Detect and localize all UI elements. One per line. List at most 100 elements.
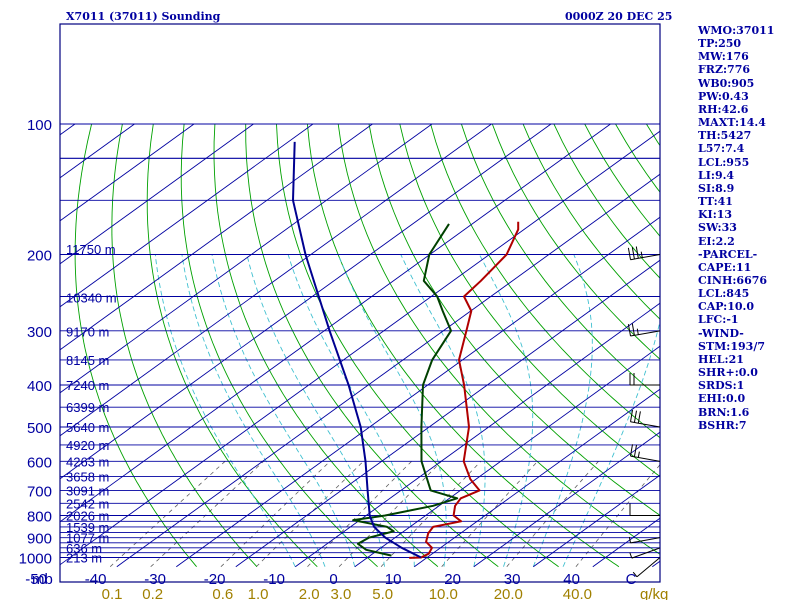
wind-barb [630, 409, 661, 428]
index-line: MW:176 [698, 50, 749, 64]
height-label: 636 m [66, 541, 102, 556]
index-line: -WIND- [698, 326, 744, 340]
moist-adiabat [337, 254, 447, 567]
mixing-ratio-label: 3.0 [330, 586, 351, 600]
isotherm [414, 388, 660, 568]
index-line: PW:0.43 [698, 89, 749, 103]
index-line: LFC:-1 [698, 313, 739, 327]
dry-adiabat [430, 123, 660, 439]
mixing-ratio-line [256, 461, 364, 567]
temperature-tick-label: -30 [144, 571, 166, 588]
height-label: 5640 m [66, 420, 109, 435]
dry-adiabat [460, 123, 660, 400]
isotherm [60, 123, 195, 222]
temperature-tick-label: -50 [25, 571, 47, 588]
series-layer [292, 141, 520, 559]
dry-adiabat [522, 123, 660, 320]
index-line: MAXT:14.4 [698, 116, 766, 130]
mixing-ratio-line [441, 461, 538, 567]
pressure-tick-label: 600 [27, 454, 52, 471]
wind-barb [627, 323, 661, 337]
isotherm [473, 431, 660, 568]
dry-adiabat [245, 123, 499, 568]
index-line: -PARCEL- [698, 247, 758, 261]
mixing-ratio-label: 20.0 [494, 586, 523, 600]
index-line: SHR+:0.0 [698, 366, 758, 380]
wind-barb [632, 557, 661, 578]
index-line: WMO:37011 [698, 24, 775, 37]
index-line: STM:193/7 [698, 339, 765, 353]
isotherm [235, 259, 660, 568]
dry-adiabat [146, 123, 318, 568]
index-line: LCL:955 [698, 155, 750, 169]
height-label: 1077 m [66, 531, 109, 546]
dry-adiabat [337, 123, 660, 555]
moist-adiabat [479, 254, 534, 567]
mixing-ratio-label: 0.1 [102, 586, 123, 600]
temperature-tick-label: 20 [444, 571, 461, 588]
isotherm [116, 173, 660, 568]
index-line: BSHR:7 [698, 418, 747, 432]
isotherm [176, 216, 660, 568]
mixing-ratio-line [109, 461, 226, 567]
moist-adiabat [246, 254, 385, 567]
wind-barb [628, 536, 661, 544]
dry-adiabat [74, 123, 197, 567]
height-label: 2542 m [66, 496, 109, 511]
wind-barb [629, 373, 661, 386]
sounding-time: 0000Z 20 DEC 25 [565, 10, 672, 23]
pressure-axis-label: mb [32, 571, 53, 588]
mixing-ratio-label: 0.6 [212, 586, 233, 600]
temperature-tick-label: 0 [329, 571, 337, 588]
dry-adiabat [368, 123, 660, 516]
index-line: CAP:10.0 [698, 300, 755, 314]
wind-barb [629, 503, 661, 516]
height-label: 1539 m [66, 520, 109, 535]
dry-adiabat [180, 123, 378, 568]
grid-layer [59, 23, 661, 583]
temperature-tick-label: 40 [563, 571, 580, 588]
moist-adiabat [562, 319, 660, 567]
moist-adiabat [400, 254, 486, 567]
height-label: 213 m [66, 551, 102, 566]
moist-adiabat [154, 254, 296, 567]
wind-barb-layer [627, 246, 661, 578]
wind-barb [630, 444, 661, 462]
stability-indices-panel: WMO:37011 TP:250 MW:176 FRZ:776 WB0:905 PW:0.… [698, 24, 800, 432]
mixing-ratio-label: 2.0 [299, 586, 320, 600]
height-label: 4920 m [66, 438, 109, 453]
pressure-tick-label: 1000 [19, 551, 52, 568]
index-line: BRN:1.6 [698, 405, 750, 419]
wind-barb [629, 547, 661, 559]
isotherm [60, 123, 611, 523]
index-line: TH:5427 [698, 129, 752, 143]
index-line: SRDS:1 [698, 379, 745, 393]
height-label: 4263 m [66, 454, 109, 469]
height-label: 2026 m [66, 509, 109, 524]
mixing-ratio-label: 10.0 [429, 586, 458, 600]
isotherm [60, 123, 254, 265]
moist-adiabat [211, 254, 356, 567]
isotherm [60, 123, 373, 351]
temperature-tick-label: 10 [385, 571, 402, 588]
isotherm [60, 123, 314, 308]
dry-adiabat [491, 123, 660, 360]
pressure-tick-label: 800 [27, 509, 52, 526]
pressure-tick-label: 700 [27, 483, 52, 500]
index-line: HEL:21 [698, 352, 744, 366]
temperature-tick-label: -40 [85, 571, 107, 588]
mixing-ratio-label: 0.2 [142, 586, 163, 600]
height-label: 11750 m [66, 242, 116, 257]
isotherm [533, 474, 660, 568]
dewpoint-profile [352, 223, 459, 557]
isotherm [60, 123, 492, 437]
isotherm [295, 302, 660, 568]
mixing-ratio-label: 5.0 [372, 586, 393, 600]
parcel-profile [292, 141, 422, 559]
height-label: 10340 m [66, 290, 117, 305]
index-line: TP:250 [698, 37, 742, 51]
temperature-profile [409, 221, 520, 559]
isotherm [60, 123, 552, 480]
